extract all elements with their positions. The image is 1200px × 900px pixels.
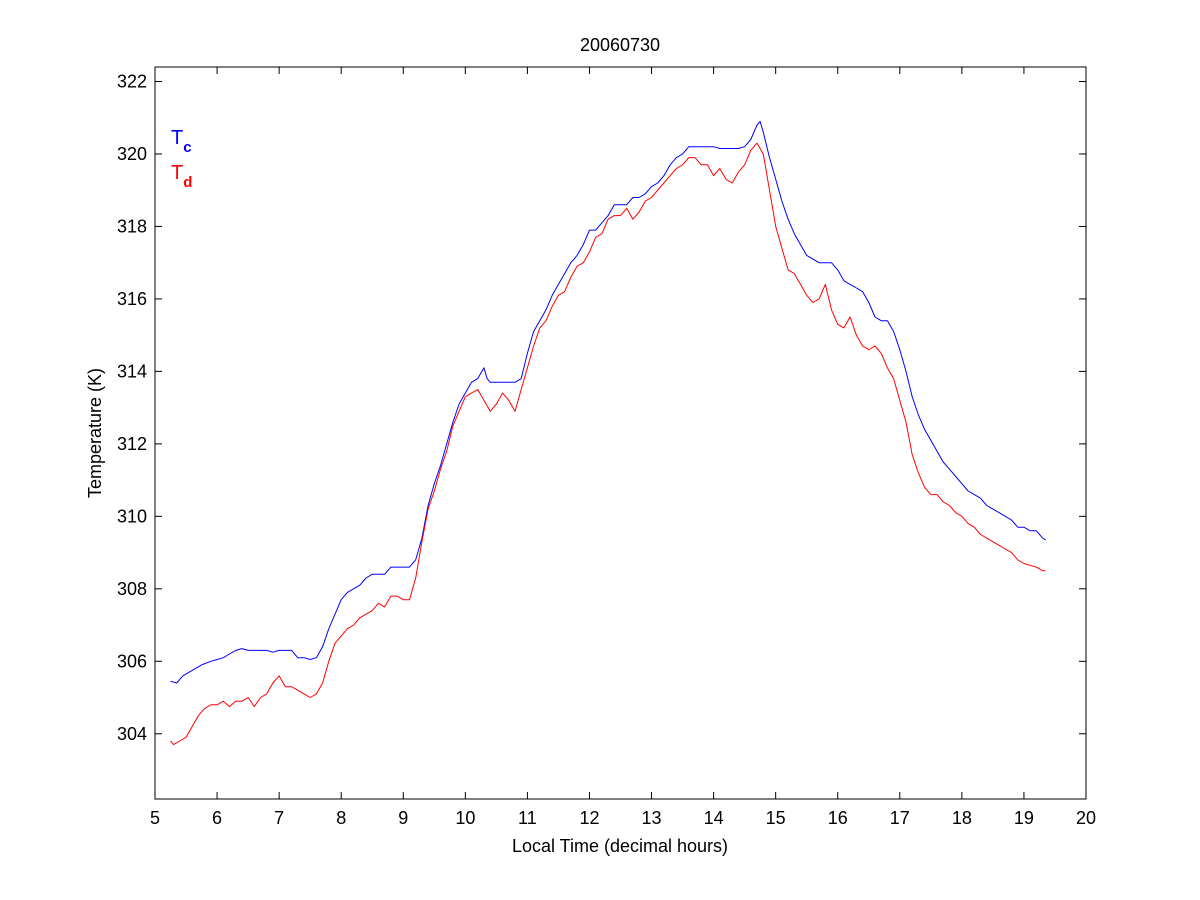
x-tick-label: 19 bbox=[1014, 808, 1034, 828]
x-tick-label: 12 bbox=[579, 808, 599, 828]
series-line-td bbox=[170, 142, 1046, 746]
x-tick-label: 6 bbox=[212, 808, 222, 828]
legend-entry-tc: Tc bbox=[171, 127, 192, 156]
x-tick-label: 10 bbox=[455, 808, 475, 828]
chart-title: 20060730 bbox=[580, 35, 660, 55]
x-axis-title: Local Time (decimal hours) bbox=[512, 836, 728, 856]
y-tick-label: 314 bbox=[117, 361, 147, 381]
x-tick-label: 9 bbox=[398, 808, 408, 828]
y-tick-label: 308 bbox=[117, 579, 147, 599]
legend-label-subscript: c bbox=[183, 139, 191, 156]
series-line-tc bbox=[170, 120, 1046, 684]
y-tick-label: 306 bbox=[117, 651, 147, 671]
y-tick-label: 310 bbox=[117, 506, 147, 526]
y-tick-label: 304 bbox=[117, 724, 147, 744]
x-tick-label: 18 bbox=[952, 808, 972, 828]
axis-ticks: 5 6 7 8 9 10 11 12 13 14 15 16 17 18 19 20 304 306 308 310 3… bbox=[117, 67, 1096, 828]
legend-entry-td: Td bbox=[171, 162, 192, 191]
x-tick-label: 17 bbox=[890, 808, 910, 828]
x-tick-label: 11 bbox=[518, 808, 537, 828]
y-axis-title: Temperature (K) bbox=[85, 368, 105, 498]
x-tick-label: 8 bbox=[336, 808, 346, 828]
y-tick-label: 322 bbox=[117, 71, 147, 91]
x-tick-label: 13 bbox=[642, 808, 662, 828]
x-tick-label: 15 bbox=[766, 808, 786, 828]
x-tick-label: 20 bbox=[1076, 808, 1096, 828]
x-tick-label: 7 bbox=[274, 808, 284, 828]
x-tick-label: 5 bbox=[150, 808, 160, 828]
x-tick-label: 14 bbox=[704, 808, 724, 828]
legend-label-subscript: d bbox=[183, 174, 192, 191]
y-tick-label: 320 bbox=[117, 144, 147, 164]
x-tick-label: 16 bbox=[828, 808, 848, 828]
legend-label-main: T bbox=[171, 127, 183, 149]
y-tick-label: 318 bbox=[117, 216, 147, 236]
legend-label-main: T bbox=[171, 162, 183, 184]
series-layer bbox=[170, 120, 1046, 746]
y-tick-label: 312 bbox=[117, 434, 147, 454]
y-tick-label: 316 bbox=[117, 289, 147, 309]
plot-area bbox=[154, 66, 1087, 800]
